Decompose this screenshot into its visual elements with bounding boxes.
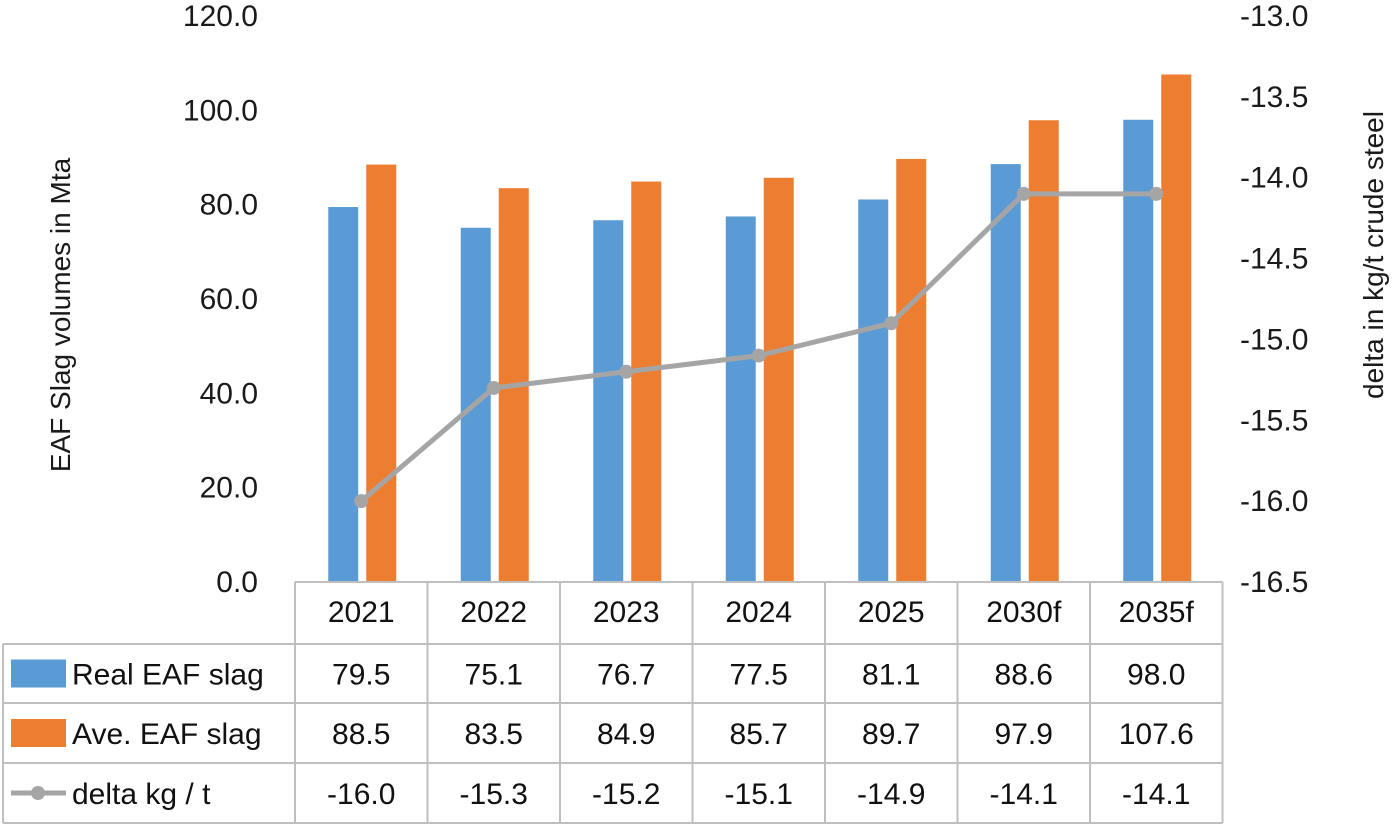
row-label: Ave. EAF slag bbox=[72, 718, 262, 751]
legend-key bbox=[11, 719, 66, 747]
data-label: 79.5 bbox=[332, 659, 390, 692]
y-tick-label: 40.0 bbox=[200, 377, 258, 410]
y2-tick-label: -13.0 bbox=[1240, 0, 1308, 33]
data-label: 88.5 bbox=[332, 718, 390, 751]
y2-tick-label: -15.5 bbox=[1240, 404, 1308, 437]
data-label: -16.0 bbox=[327, 778, 395, 811]
y-tick-label: 0.0 bbox=[216, 566, 258, 599]
y2-tick-label: -14.0 bbox=[1240, 162, 1308, 195]
bar-real-eaf-slag bbox=[990, 164, 1021, 582]
data-label: 83.5 bbox=[465, 718, 523, 751]
y2-tick-label: -16.0 bbox=[1240, 485, 1308, 518]
y-tick-label: 100.0 bbox=[183, 94, 258, 127]
delta-point bbox=[486, 380, 501, 395]
y2-tick-label: -13.5 bbox=[1240, 81, 1308, 114]
data-label: 89.7 bbox=[862, 718, 920, 751]
bar-real-eaf-slag bbox=[593, 220, 624, 582]
x-tick-label: 2035f bbox=[1119, 596, 1195, 629]
data-label: 107.6 bbox=[1119, 718, 1194, 751]
bar-ave-eaf-slag bbox=[631, 181, 662, 582]
delta-point bbox=[354, 494, 369, 509]
bar-ave-eaf-slag bbox=[896, 158, 927, 583]
data-label: 75.1 bbox=[465, 659, 523, 692]
data-label: 97.9 bbox=[995, 718, 1053, 751]
delta-point bbox=[619, 364, 634, 379]
delta-point bbox=[1016, 186, 1031, 201]
delta-point bbox=[884, 316, 899, 331]
data-label: -14.1 bbox=[990, 778, 1058, 811]
bar-ave-eaf-slag bbox=[366, 164, 397, 582]
x-tick-label: 2023 bbox=[593, 596, 660, 629]
data-label: -15.3 bbox=[460, 778, 528, 811]
y-tick-label: 60.0 bbox=[200, 283, 258, 316]
y-tick-label: 120.0 bbox=[183, 0, 258, 33]
data-label: -14.9 bbox=[857, 778, 925, 811]
x-tick-label: 2025 bbox=[858, 596, 925, 629]
y2-tick-label: -16.5 bbox=[1240, 566, 1308, 599]
data-label: 81.1 bbox=[862, 659, 920, 692]
legend-key-marker bbox=[31, 786, 45, 800]
data-label: 76.7 bbox=[597, 659, 655, 692]
y-tick-label: 80.0 bbox=[200, 189, 258, 222]
data-label: 88.6 bbox=[995, 659, 1053, 692]
x-tick-label: 2022 bbox=[460, 596, 527, 629]
bar-real-eaf-slag bbox=[1123, 119, 1154, 583]
bar-ave-eaf-slag bbox=[1161, 74, 1192, 582]
y-tick-label: 20.0 bbox=[200, 472, 258, 505]
data-label: 84.9 bbox=[597, 718, 655, 751]
bar-ave-eaf-slag bbox=[1028, 120, 1059, 582]
x-tick-label: 2024 bbox=[725, 596, 792, 629]
row-label: delta kg / t bbox=[72, 778, 211, 811]
y-axis-title: EAF Slag volumes in Mta bbox=[45, 157, 76, 472]
data-table: 2021 2022 2023 2024 2025 2030f 2035f Real EAF s… bbox=[2, 581, 1224, 824]
y2-axis-title: delta in kg/t crude steel bbox=[1358, 111, 1389, 399]
legend-key bbox=[11, 659, 66, 688]
data-label: -15.1 bbox=[725, 778, 793, 811]
bar-ave-eaf-slag bbox=[763, 177, 794, 582]
delta-point bbox=[751, 348, 766, 363]
plot-area: 0.0 20.0 40.0 60.0 80.0 100.0 120.0 -16.5 -16.0 -… bbox=[183, 0, 1308, 599]
bar-real-eaf-slag bbox=[725, 216, 756, 583]
data-label: 77.5 bbox=[730, 659, 788, 692]
bar-real-eaf-slag bbox=[858, 199, 889, 582]
data-label: 85.7 bbox=[730, 718, 788, 751]
data-label: 98.0 bbox=[1127, 659, 1185, 692]
data-label: -14.1 bbox=[1122, 778, 1190, 811]
x-tick-label: 2021 bbox=[328, 596, 395, 629]
bar-real-eaf-slag bbox=[328, 207, 359, 582]
y2-tick-label: -15.0 bbox=[1240, 323, 1308, 356]
row-label: Real EAF slag bbox=[72, 659, 264, 692]
x-tick-label: 2030f bbox=[986, 596, 1062, 629]
y2-tick-label: -14.5 bbox=[1240, 243, 1308, 276]
delta-point bbox=[1149, 186, 1164, 201]
data-label: -15.2 bbox=[592, 778, 660, 811]
